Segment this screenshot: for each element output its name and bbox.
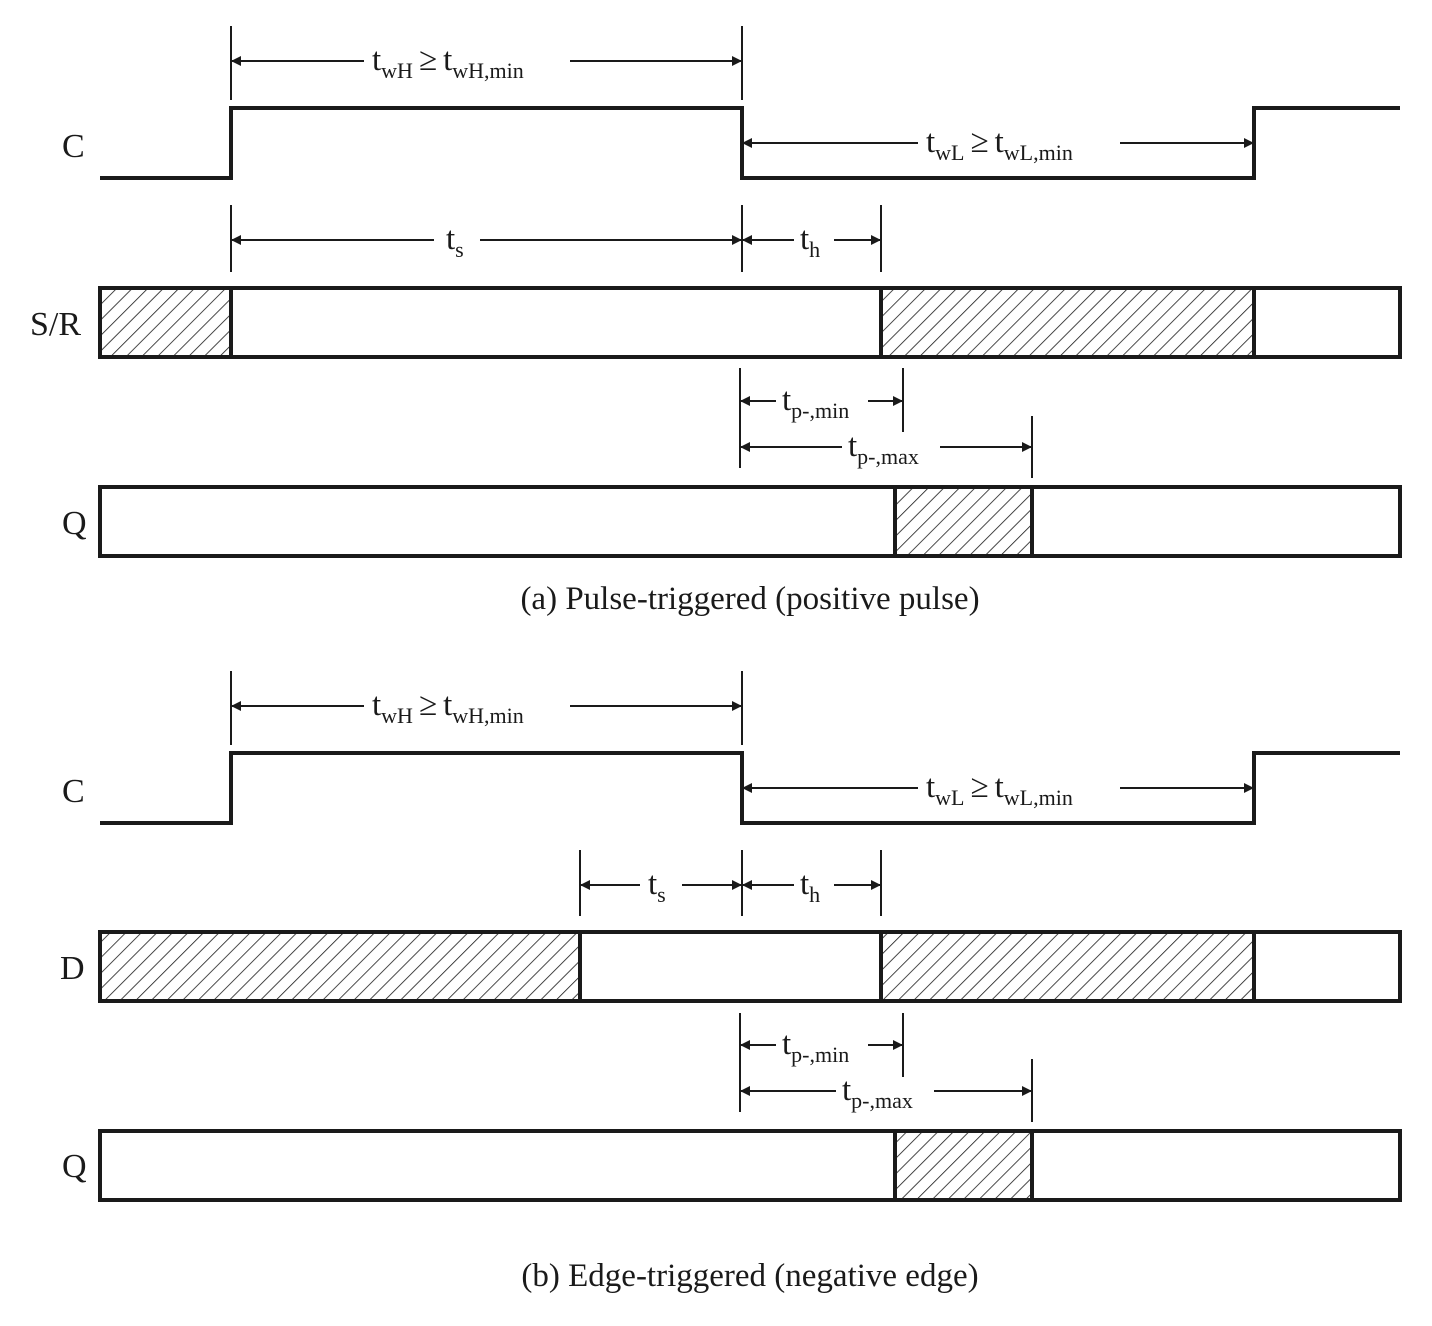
tpmin-label: tp-,min <box>782 382 849 423</box>
unstable-region <box>98 286 233 359</box>
twl-label: twL ≥ twL,min <box>926 769 1073 810</box>
ts-label: ts <box>648 866 666 907</box>
caption: (a) Pulse-triggered (positive pulse) <box>520 581 979 617</box>
twl-dimension: twL ≥ twL,min <box>742 124 1254 165</box>
caption: (b) Edge-triggered (negative edge) <box>521 1258 978 1294</box>
unstable-region <box>98 930 582 1003</box>
twl-dimension: twL ≥ twL,min <box>742 769 1254 810</box>
twh-dimension: twH ≥ twH,min <box>230 671 743 745</box>
input-waveform <box>98 930 1402 1003</box>
tpmax-label: tp-,max <box>842 1072 913 1113</box>
panel-b: C twH ≥ twH,min twL ≥ twL,min <box>60 671 1402 1294</box>
clock-label: C <box>62 773 85 810</box>
unstable-region <box>879 930 1256 1003</box>
unstable-region <box>893 1129 1034 1202</box>
th-label: th <box>800 221 820 262</box>
twh-dimension: twH ≥ twH,min <box>230 26 743 100</box>
unstable-region <box>879 286 1256 359</box>
output-waveform <box>98 485 1402 558</box>
th-label: th <box>800 866 820 907</box>
setup-hold-dimension: ts th <box>230 205 882 272</box>
tpmax-label: tp-,max <box>848 428 919 469</box>
input-label: S/R <box>30 306 81 343</box>
output-label: Q <box>62 505 87 542</box>
clock-label: C <box>62 128 85 165</box>
twh-label: twH ≥ twH,min <box>372 42 524 83</box>
input-label: D <box>60 950 85 987</box>
tpmin-label: tp-,min <box>782 1026 849 1067</box>
panel-a: C twH ≥ twH,min twL ≥ twL,min <box>30 26 1402 617</box>
propagation-dimension: tp-,min tp-,max <box>739 1013 1033 1122</box>
output-label: Q <box>62 1148 87 1185</box>
propagation-dimension: tp-,min tp-,max <box>739 368 1033 478</box>
twl-label: twL ≥ twL,min <box>926 124 1073 165</box>
unstable-region <box>893 485 1034 558</box>
ts-label: ts <box>446 221 464 262</box>
input-waveform <box>98 286 1402 359</box>
output-waveform <box>98 1129 1402 1202</box>
setup-hold-dimension: ts th <box>579 850 882 916</box>
twh-label: twH ≥ twH,min <box>372 687 524 728</box>
